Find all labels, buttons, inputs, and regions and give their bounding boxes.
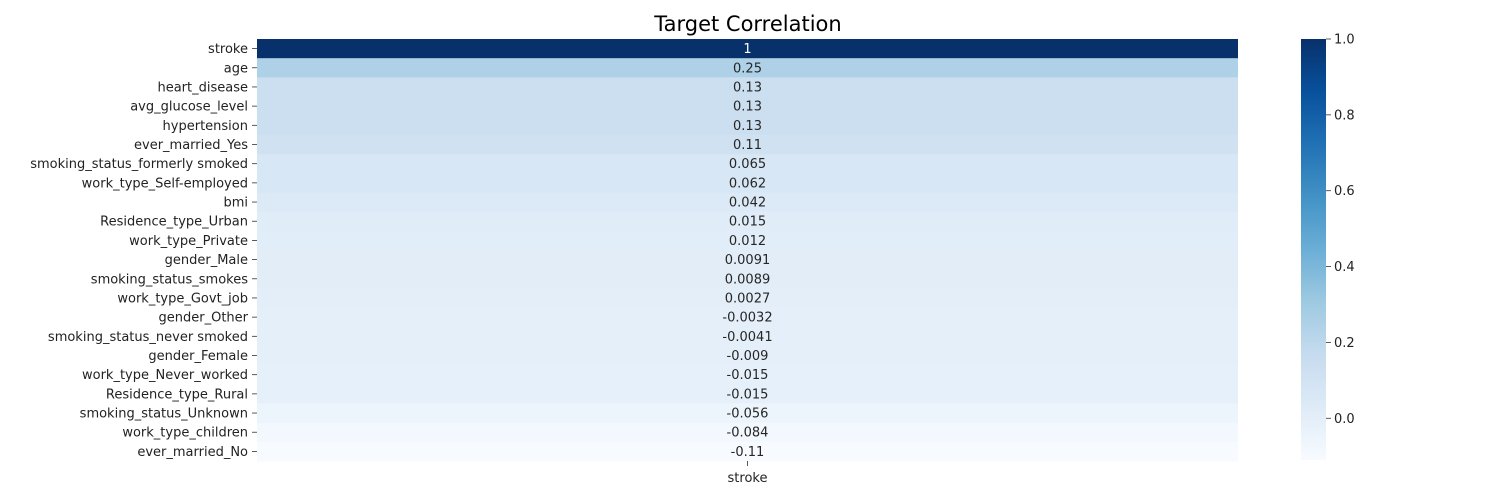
cell-value-label: 0.012: [729, 234, 766, 249]
row-label: Residence_type_Rural: [106, 387, 248, 402]
row-label: work_type_Self-employed: [82, 176, 248, 191]
row-label: hypertension: [163, 119, 248, 134]
heatmap-cells: 1 0.25 0.13 0.13 0.13 0.11 0.065 0.062 0.042 0.01…: [257, 39, 1238, 462]
heatmap-cell: [257, 77, 1238, 98]
cell-value-label: 0.25: [733, 61, 762, 76]
heatmap-cell: [257, 326, 1238, 347]
row-label: heart_disease: [157, 80, 248, 95]
row-label: work_type_Private: [129, 234, 248, 249]
cell-value-label: -0.015: [727, 368, 769, 383]
colorbar-tick-label: 0.2: [1334, 336, 1355, 351]
colorbar-gradient: [1301, 39, 1326, 460]
heatmap-cell: [257, 269, 1238, 289]
heatmap-cell: [257, 365, 1238, 385]
heatmap-cell: [257, 403, 1238, 424]
heatmap-cell: [257, 192, 1238, 213]
row-label: gender_Female: [148, 349, 248, 364]
heatmap-cell: [257, 134, 1238, 155]
cell-value-label: 0.065: [729, 157, 766, 172]
cell-value-label: -0.084: [727, 426, 769, 441]
chart-title: Target Correlation: [653, 12, 841, 36]
heatmap-cell: [257, 288, 1238, 309]
heatmap-cell: [257, 39, 1238, 59]
heatmap-cell: [257, 211, 1238, 232]
heatmap-cell: [257, 115, 1238, 136]
cell-value-label: -0.11: [731, 445, 765, 460]
cell-value-label: -0.056: [727, 407, 769, 422]
row-label: gender_Other: [159, 311, 249, 326]
heatmap-cell: [257, 230, 1238, 251]
heatmap-cell: [257, 441, 1238, 462]
cell-value-label: 0.13: [733, 119, 762, 134]
row-label: ever_married_Yes: [134, 138, 248, 153]
cell-value-label: 0.062: [729, 176, 766, 191]
cell-value-label: 0.0027: [725, 291, 771, 306]
row-label: ever_married_No: [137, 445, 248, 460]
row-label: stroke: [208, 42, 248, 57]
heatmap-cell: [257, 58, 1238, 78]
cell-value-label: -0.0032: [722, 311, 772, 326]
cell-value-label: 0.0089: [725, 272, 771, 287]
cell-value-label: 0.015: [729, 215, 766, 230]
cell-value-label: 0.11: [733, 138, 762, 153]
row-label: smoking_status_Unknown: [80, 407, 248, 422]
colorbar-tick-label: 0.8: [1334, 108, 1355, 123]
cell-value-label: -0.009: [727, 349, 769, 364]
row-label: gender_Male: [165, 253, 248, 268]
row-label: smoking_status_formerly smoked: [30, 157, 248, 172]
row-label: bmi: [223, 196, 248, 211]
cell-value-label: -0.015: [727, 387, 769, 402]
colorbar: 0.0 0.2 0.4 0.6 0.8 1.0: [1301, 33, 1355, 460]
cell-value-label: 1: [743, 42, 751, 57]
row-label: work_type_Govt_job: [117, 291, 248, 306]
cell-value-label: 0.13: [733, 100, 762, 115]
x-axis: stroke: [728, 461, 768, 486]
heatmap-cell: [257, 154, 1238, 174]
heatmap-cell: [257, 173, 1238, 194]
heatmap-cell: [257, 96, 1238, 117]
cell-value-label: -0.0041: [722, 330, 772, 345]
row-label: Residence_type_Urban: [100, 215, 248, 230]
heatmap-cell: [257, 384, 1238, 405]
colorbar-tick-label: 1.0: [1334, 33, 1355, 48]
row-label: smoking_status_never smoked: [48, 330, 248, 345]
cell-value-label: 0.13: [733, 80, 762, 95]
heatmap-cell: [257, 250, 1238, 270]
row-labels: stroke age heart_disease avg_glucose_levelh…: [30, 42, 257, 460]
row-label: smoking_status_smokes: [91, 272, 248, 287]
heatmap-cell: [257, 345, 1238, 366]
row-label: avg_glucose_level: [130, 100, 248, 115]
colorbar-tick-label: 0.6: [1334, 184, 1355, 199]
heatmap-cell: [257, 307, 1238, 328]
heatmap-cell: [257, 422, 1238, 443]
row-label: age: [224, 61, 248, 76]
colorbar-tick-label: 0.0: [1334, 412, 1355, 427]
colorbar-tick-label: 0.4: [1334, 260, 1355, 275]
cell-value-label: 0.042: [729, 196, 766, 211]
cell-value-label: 0.0091: [725, 253, 771, 268]
x-tick-label: stroke: [728, 471, 768, 486]
row-label: work_type_Never_worked: [82, 368, 248, 383]
row-label: work_type_children: [122, 426, 248, 441]
